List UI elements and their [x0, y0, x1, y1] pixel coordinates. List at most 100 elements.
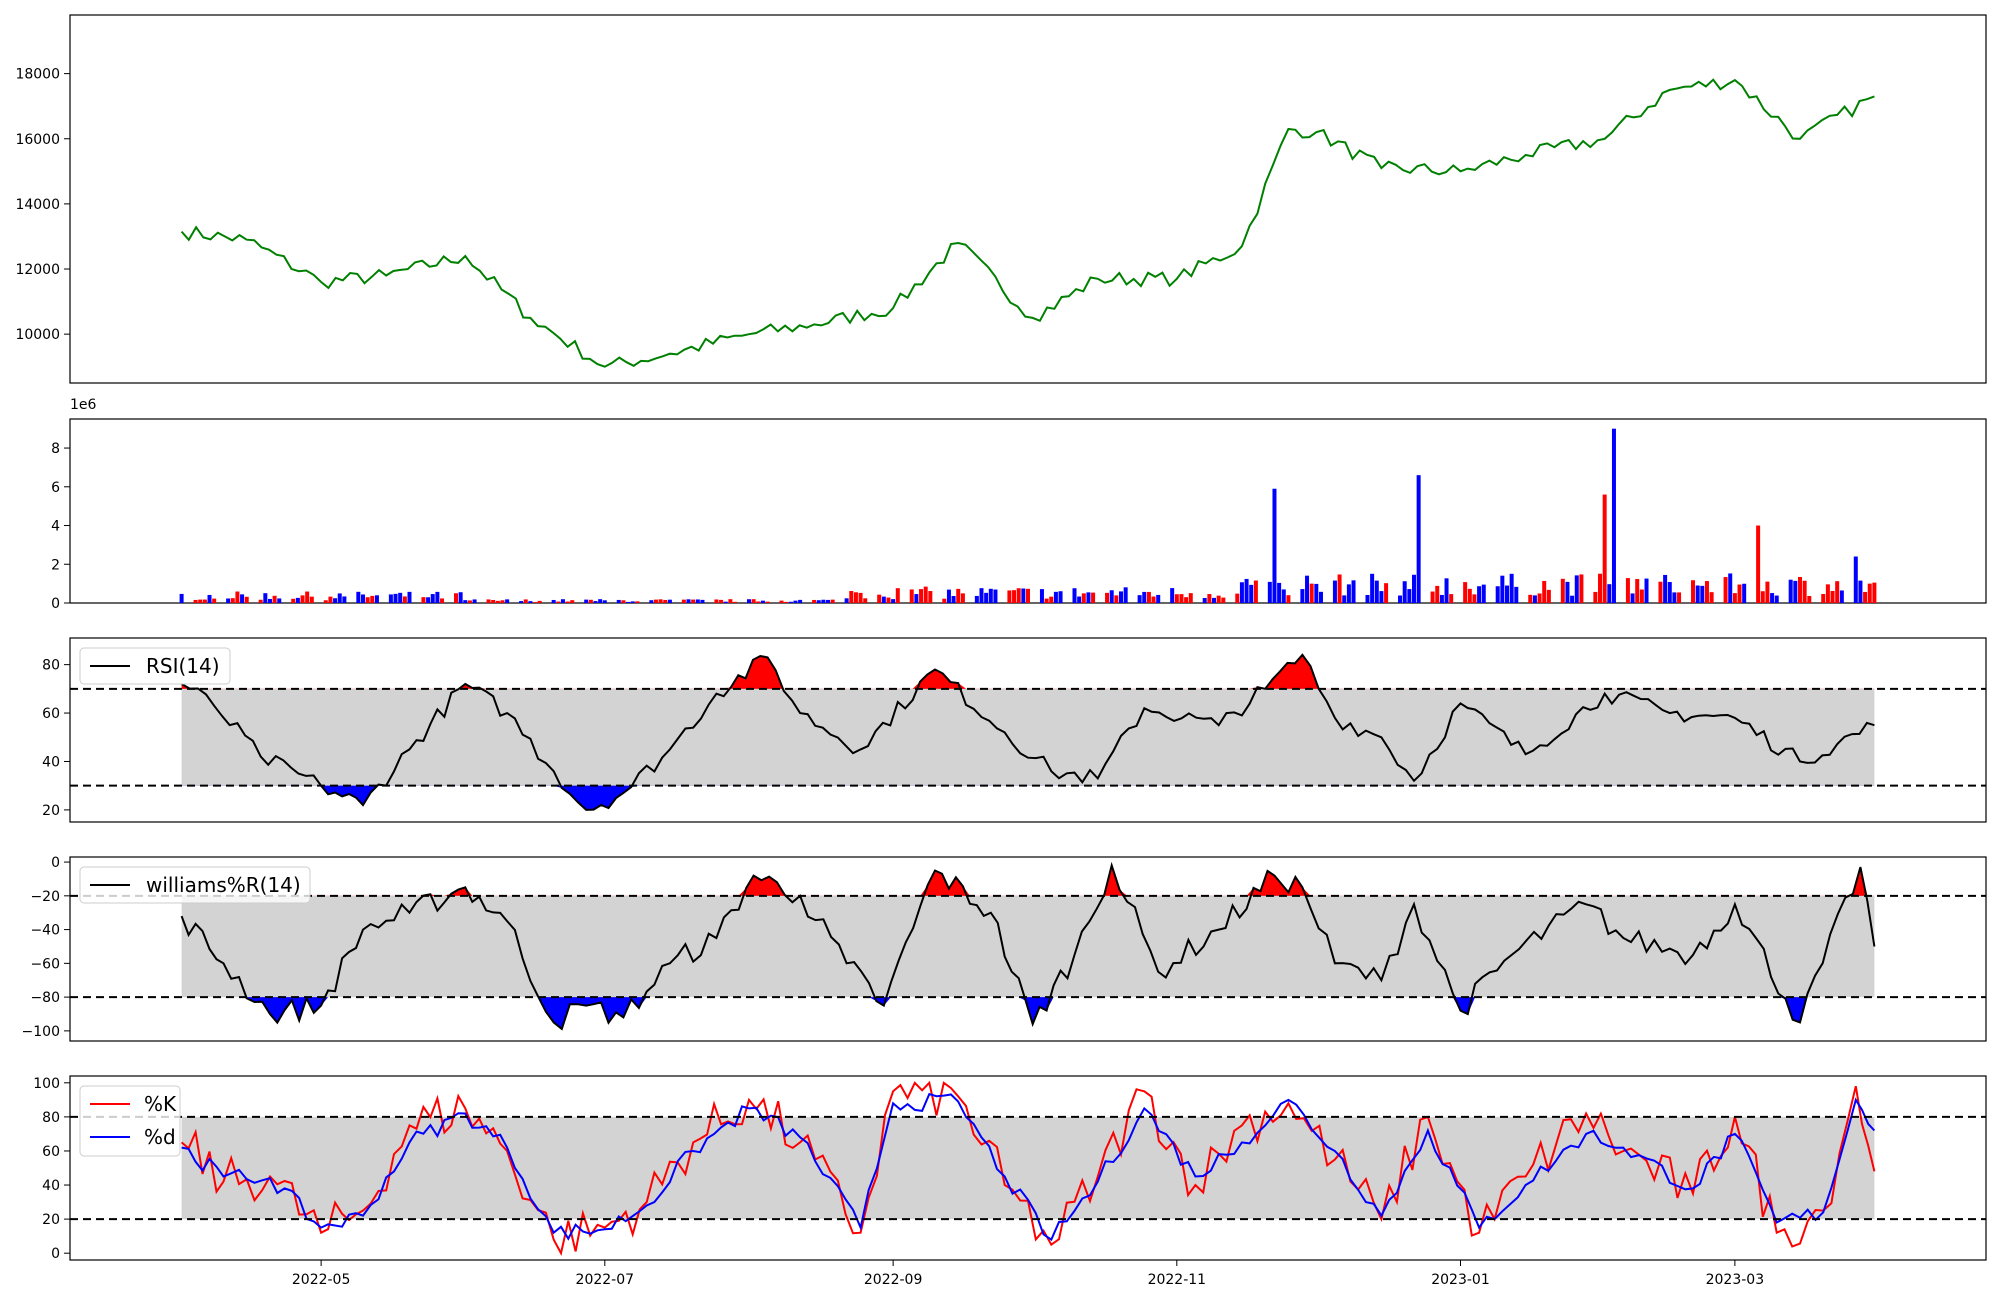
volume-bar: [528, 601, 533, 603]
volume-bar: [1053, 591, 1058, 603]
volume-bar: [1119, 591, 1124, 603]
volume-bar: [235, 591, 240, 603]
volume-bar: [598, 599, 603, 603]
williams-legend: williams%R(14): [79, 866, 311, 904]
volume-bar: [1667, 582, 1672, 603]
volume-bar: [1560, 578, 1565, 603]
volume-bar: [584, 599, 589, 603]
volume-bar: [779, 600, 784, 603]
volume-bar: [593, 601, 598, 603]
volume-bar: [635, 601, 640, 603]
volume-bar: [1602, 494, 1607, 603]
volume-bar: [370, 595, 375, 603]
volume-bar: [505, 599, 510, 603]
volume-bar: [909, 589, 914, 603]
williams-ytick-label: −40: [30, 923, 60, 939]
volume-bar: [1872, 582, 1877, 603]
volume-bar: [1346, 584, 1351, 603]
volume-bar: [491, 599, 496, 603]
volume-bar: [402, 596, 407, 603]
volume-bar: [240, 594, 245, 603]
volume-bar: [946, 589, 951, 603]
volume-bar: [1049, 596, 1054, 603]
volume-bar: [463, 600, 468, 603]
volume-bar: [1514, 586, 1519, 603]
volume-bar: [923, 586, 928, 603]
volume-bar: [393, 593, 398, 603]
volume-bar: [826, 599, 831, 603]
volume-bar: [588, 599, 593, 603]
volume-bar: [1802, 580, 1807, 603]
volume-bar: [1318, 591, 1323, 603]
williams-line: [180, 861, 1876, 1031]
volume-bar: [1695, 585, 1700, 603]
volume-bar: [793, 600, 798, 603]
volume-bar: [388, 594, 393, 603]
volume-bar: [1630, 593, 1635, 603]
volume-bar: [1384, 583, 1389, 603]
volume-bar: [230, 598, 235, 603]
volume-bar: [519, 601, 524, 603]
volume-bar: [193, 599, 198, 603]
stoch-legend-k-label: %K: [144, 1092, 177, 1116]
volume-bar: [1835, 581, 1840, 603]
volume-bar: [821, 599, 826, 603]
volume-bar: [1505, 585, 1509, 603]
volume-bar: [1821, 594, 1826, 603]
volume-ytick-label: 8: [51, 441, 60, 457]
volume-bar: [1146, 591, 1151, 603]
williams-neutral-band: [181, 895, 1875, 998]
volume-bar: [1137, 595, 1142, 603]
volume-bar: [1463, 582, 1468, 603]
volume-bar: [500, 600, 505, 603]
volume-bar: [1016, 588, 1021, 603]
volume-bar: [658, 599, 663, 603]
volume-bar: [1760, 591, 1765, 603]
rsi-overbought-fill: [181, 654, 1875, 689]
volume-bar: [1021, 588, 1026, 603]
rsi-legend-label: RSI(14): [146, 654, 220, 678]
volume-bar: [663, 599, 668, 603]
volume-bar: [1007, 590, 1012, 603]
volume-bar: [1863, 591, 1868, 603]
rsi-ytick-label: 20: [42, 803, 60, 819]
volume-bar: [1774, 595, 1779, 603]
volume-bar: [993, 589, 998, 603]
volume-bar: [1267, 581, 1272, 603]
volume-bar: [1765, 581, 1770, 603]
volume-bar: [356, 591, 361, 603]
volume-bar: [1379, 591, 1384, 603]
volume-bar: [1481, 584, 1486, 603]
volume-bar: [914, 594, 919, 603]
volume-bars: [179, 428, 1877, 603]
volume-bar: [1365, 594, 1370, 603]
volume-bar: [956, 588, 961, 603]
volume-bar: [1565, 581, 1570, 603]
stoch-ytick-label: 60: [42, 1144, 60, 1160]
volume-bar: [1370, 573, 1375, 603]
williams-ytick-label: 0: [51, 855, 60, 871]
volume-bar: [1797, 576, 1802, 603]
volume-bar: [295, 597, 300, 603]
volume-bar: [212, 598, 217, 603]
xtick-label: 2022-07: [576, 1272, 635, 1288]
xtick-label: 2022-11: [1148, 1272, 1207, 1288]
price-ytick-label: 12000: [15, 262, 60, 278]
williams-panel-frame: [69, 856, 1987, 1042]
volume-bar: [1825, 584, 1830, 603]
williams-legend-label: williams%R(14): [146, 873, 301, 897]
volume-bar: [1839, 590, 1844, 603]
xtick-label: 2023-01: [1431, 1272, 1490, 1288]
volume-bar: [686, 599, 691, 603]
volume-bar: [1472, 594, 1477, 603]
rsi-ytick-label: 80: [42, 658, 60, 674]
volume-bar: [291, 598, 296, 603]
volume-bar: [1704, 581, 1709, 603]
volume-bar: [440, 598, 445, 603]
stoch-d-line: [181, 1092, 1876, 1242]
volume-bar: [1151, 596, 1156, 603]
stoch-k-line: [180, 1080, 1876, 1257]
volume-bar: [1542, 580, 1547, 603]
volume-bar: [309, 596, 314, 603]
